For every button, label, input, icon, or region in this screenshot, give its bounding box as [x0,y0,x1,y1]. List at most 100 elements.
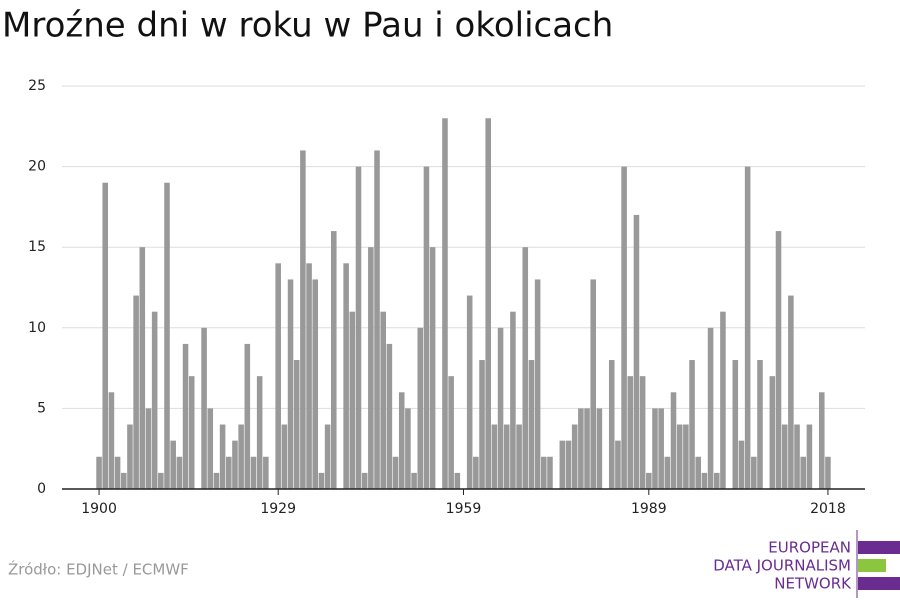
logo-text: DATA JOURNALISM [713,557,851,575]
bar [263,456,269,489]
bar [701,472,708,489]
bar [454,472,461,489]
bar [510,311,516,489]
bar [522,247,529,489]
bar [151,311,158,489]
bar [713,472,720,489]
bar [608,360,615,489]
bar [392,456,399,489]
bar [331,231,337,489]
bar [176,456,183,489]
bar [596,408,603,489]
logo-text: NETWORK [774,575,852,593]
bar [324,424,331,489]
logo-text: EUROPEAN [768,539,851,557]
bar [164,182,170,489]
bar [306,263,312,489]
bar [664,456,671,489]
logo-bar [858,541,900,554]
bar [751,456,757,489]
bar [349,311,356,489]
bar [238,424,244,489]
bar [652,408,658,489]
x-tick-label: 1929 [260,501,296,517]
bar [343,263,349,489]
bar [207,408,214,489]
bar [534,279,541,489]
logo-bar [858,559,886,572]
bar [368,247,374,489]
bar [225,456,232,489]
bar [232,440,238,489]
bar [695,456,702,489]
bar [720,311,726,489]
bar [788,295,794,489]
bar [738,440,745,489]
bar [361,472,368,489]
bar [442,118,448,490]
bar [541,456,547,489]
bar [287,279,294,489]
bar [744,166,751,489]
bar [300,150,306,490]
bar [133,295,139,489]
bar [825,456,831,489]
bar [491,424,498,489]
bar [497,327,504,489]
bar [250,456,257,489]
y-tick-label: 15 [28,239,46,255]
bar [158,472,164,489]
bar [473,456,479,489]
bar [448,376,454,489]
bar [781,424,788,489]
bar [108,392,115,489]
y-tick-label: 10 [28,320,46,336]
bar [244,343,251,489]
bar [275,263,281,489]
x-tick-label: 1959 [446,501,482,517]
bar [145,408,152,489]
bar [516,424,522,489]
bar [219,424,226,489]
bar [293,360,300,489]
bar [466,295,473,489]
bar [139,247,146,489]
bar [578,408,584,489]
bar [627,376,634,489]
chart-title: Mroźne dni w roku w Pau i okolicach [2,6,613,46]
source: Źródło: EDJNet / ECMWF [8,560,189,579]
bar [757,360,763,489]
bar [571,424,578,489]
bar [417,327,424,489]
bar [565,440,572,489]
bar [547,456,553,489]
bar [794,424,800,489]
bar [96,456,102,489]
bar [769,376,776,489]
bar [318,472,325,489]
bar [800,456,807,489]
bar [528,360,535,489]
bar [590,279,596,489]
bar [281,424,288,489]
bar [411,472,417,489]
bar [170,440,176,489]
bar [818,392,825,489]
x-tick-label: 1989 [631,501,667,517]
x-tick-label: 1900 [81,501,117,517]
x-tick-label: 2018 [810,501,846,517]
bar [584,408,590,489]
bar [423,166,430,489]
y-tick-label: 25 [28,78,46,94]
bar [312,279,319,489]
bar [689,360,695,489]
y-tick-label: 5 [37,400,46,416]
y-tick-label: 20 [28,159,46,175]
bar [120,472,127,489]
bar [355,166,362,489]
bar [114,456,121,489]
bar [398,392,405,489]
bar [615,440,621,489]
bar [775,231,782,489]
